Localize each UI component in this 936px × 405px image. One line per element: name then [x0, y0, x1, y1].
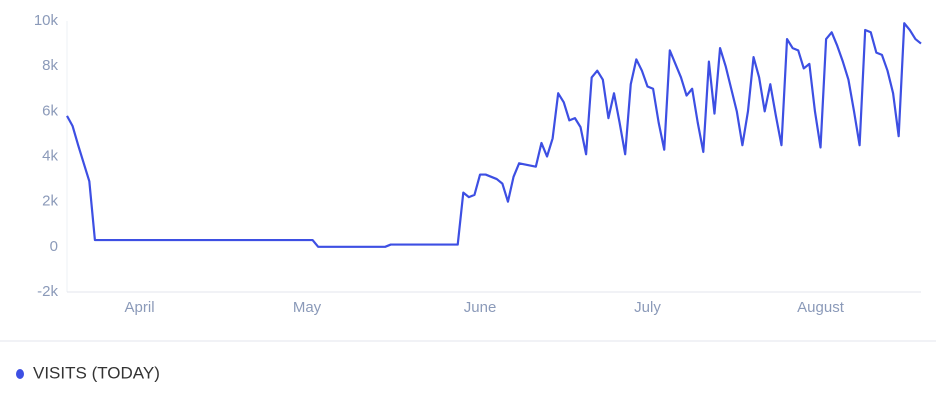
y-tick-label: 10k — [34, 12, 59, 29]
x-tick-label: May — [293, 299, 322, 316]
y-tick-label: 0 — [50, 238, 58, 255]
y-tick-label: -2k — [37, 283, 58, 300]
legend-label: VISITS (TODAY) — [33, 363, 160, 382]
x-tick-label: August — [797, 299, 845, 316]
y-tick-label: 6k — [42, 102, 58, 119]
x-tick-label: April — [125, 299, 155, 316]
line-series — [66, 22, 922, 248]
y-tick-label: 2k — [42, 193, 58, 210]
legend-marker — [16, 369, 24, 379]
x-tick-label: July — [634, 299, 661, 316]
y-tick-label: 4k — [42, 147, 58, 164]
y-tick-label: 8k — [42, 57, 58, 74]
x-tick-label: June — [464, 299, 497, 316]
